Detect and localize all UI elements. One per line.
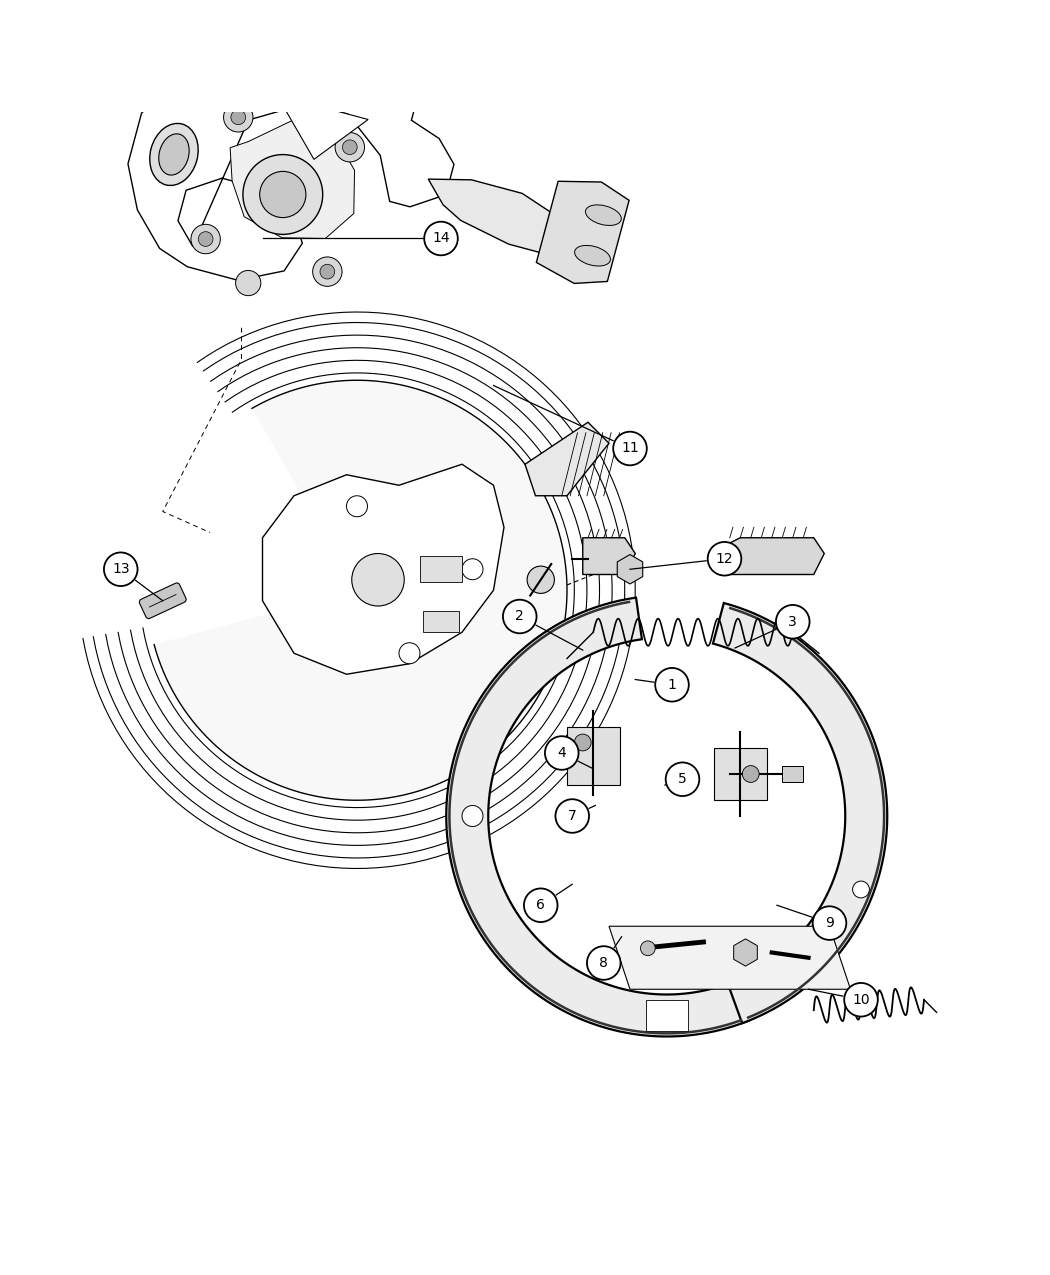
Text: 9: 9 (825, 917, 834, 929)
Circle shape (555, 799, 589, 833)
Polygon shape (583, 538, 635, 575)
Polygon shape (609, 926, 851, 989)
Polygon shape (428, 179, 565, 252)
Polygon shape (713, 603, 887, 1024)
Circle shape (708, 542, 741, 575)
Circle shape (243, 154, 322, 235)
Circle shape (527, 566, 554, 593)
Circle shape (342, 140, 357, 154)
Text: 3: 3 (789, 615, 797, 629)
Polygon shape (719, 538, 824, 575)
Circle shape (191, 224, 220, 254)
Text: 10: 10 (853, 993, 869, 1007)
Ellipse shape (150, 124, 198, 185)
Circle shape (335, 133, 364, 162)
Circle shape (313, 258, 342, 287)
Text: 12: 12 (716, 552, 733, 566)
Circle shape (574, 734, 591, 751)
Polygon shape (277, 96, 369, 159)
Circle shape (259, 171, 306, 218)
Circle shape (524, 889, 558, 922)
Polygon shape (525, 422, 609, 496)
Circle shape (613, 432, 647, 465)
Circle shape (666, 762, 699, 796)
Polygon shape (537, 181, 629, 283)
Polygon shape (446, 598, 750, 1037)
FancyBboxPatch shape (567, 727, 619, 784)
Polygon shape (338, 61, 413, 102)
Circle shape (399, 643, 420, 664)
Circle shape (587, 946, 621, 979)
Text: 2: 2 (516, 609, 524, 623)
Polygon shape (230, 121, 355, 238)
Polygon shape (154, 380, 567, 801)
FancyBboxPatch shape (420, 556, 462, 583)
Ellipse shape (586, 205, 622, 226)
Text: 14: 14 (433, 232, 449, 246)
Circle shape (224, 102, 253, 133)
Circle shape (352, 553, 404, 606)
Ellipse shape (159, 134, 189, 175)
Text: 7: 7 (568, 810, 576, 822)
Circle shape (776, 604, 810, 639)
Circle shape (424, 222, 458, 255)
Circle shape (235, 270, 260, 296)
Circle shape (545, 736, 579, 770)
Circle shape (320, 264, 335, 279)
Text: 13: 13 (112, 562, 129, 576)
Circle shape (462, 806, 483, 826)
Circle shape (198, 232, 213, 246)
Text: 4: 4 (558, 746, 566, 760)
Circle shape (503, 599, 537, 634)
Circle shape (104, 552, 138, 587)
Circle shape (844, 983, 878, 1016)
FancyBboxPatch shape (782, 765, 803, 783)
Ellipse shape (574, 245, 610, 266)
Text: 8: 8 (600, 956, 608, 970)
Circle shape (462, 558, 483, 580)
Circle shape (655, 668, 689, 701)
Text: 6: 6 (537, 899, 545, 912)
FancyBboxPatch shape (714, 747, 766, 801)
Circle shape (742, 765, 759, 783)
Circle shape (853, 881, 869, 898)
Circle shape (231, 110, 246, 125)
Circle shape (640, 941, 655, 956)
Polygon shape (646, 1000, 688, 1031)
Text: 1: 1 (668, 678, 676, 692)
FancyBboxPatch shape (422, 611, 460, 632)
Polygon shape (262, 464, 504, 674)
Text: 11: 11 (622, 441, 638, 455)
FancyBboxPatch shape (140, 583, 186, 618)
Circle shape (813, 907, 846, 940)
Circle shape (346, 496, 367, 516)
Text: 5: 5 (678, 773, 687, 787)
